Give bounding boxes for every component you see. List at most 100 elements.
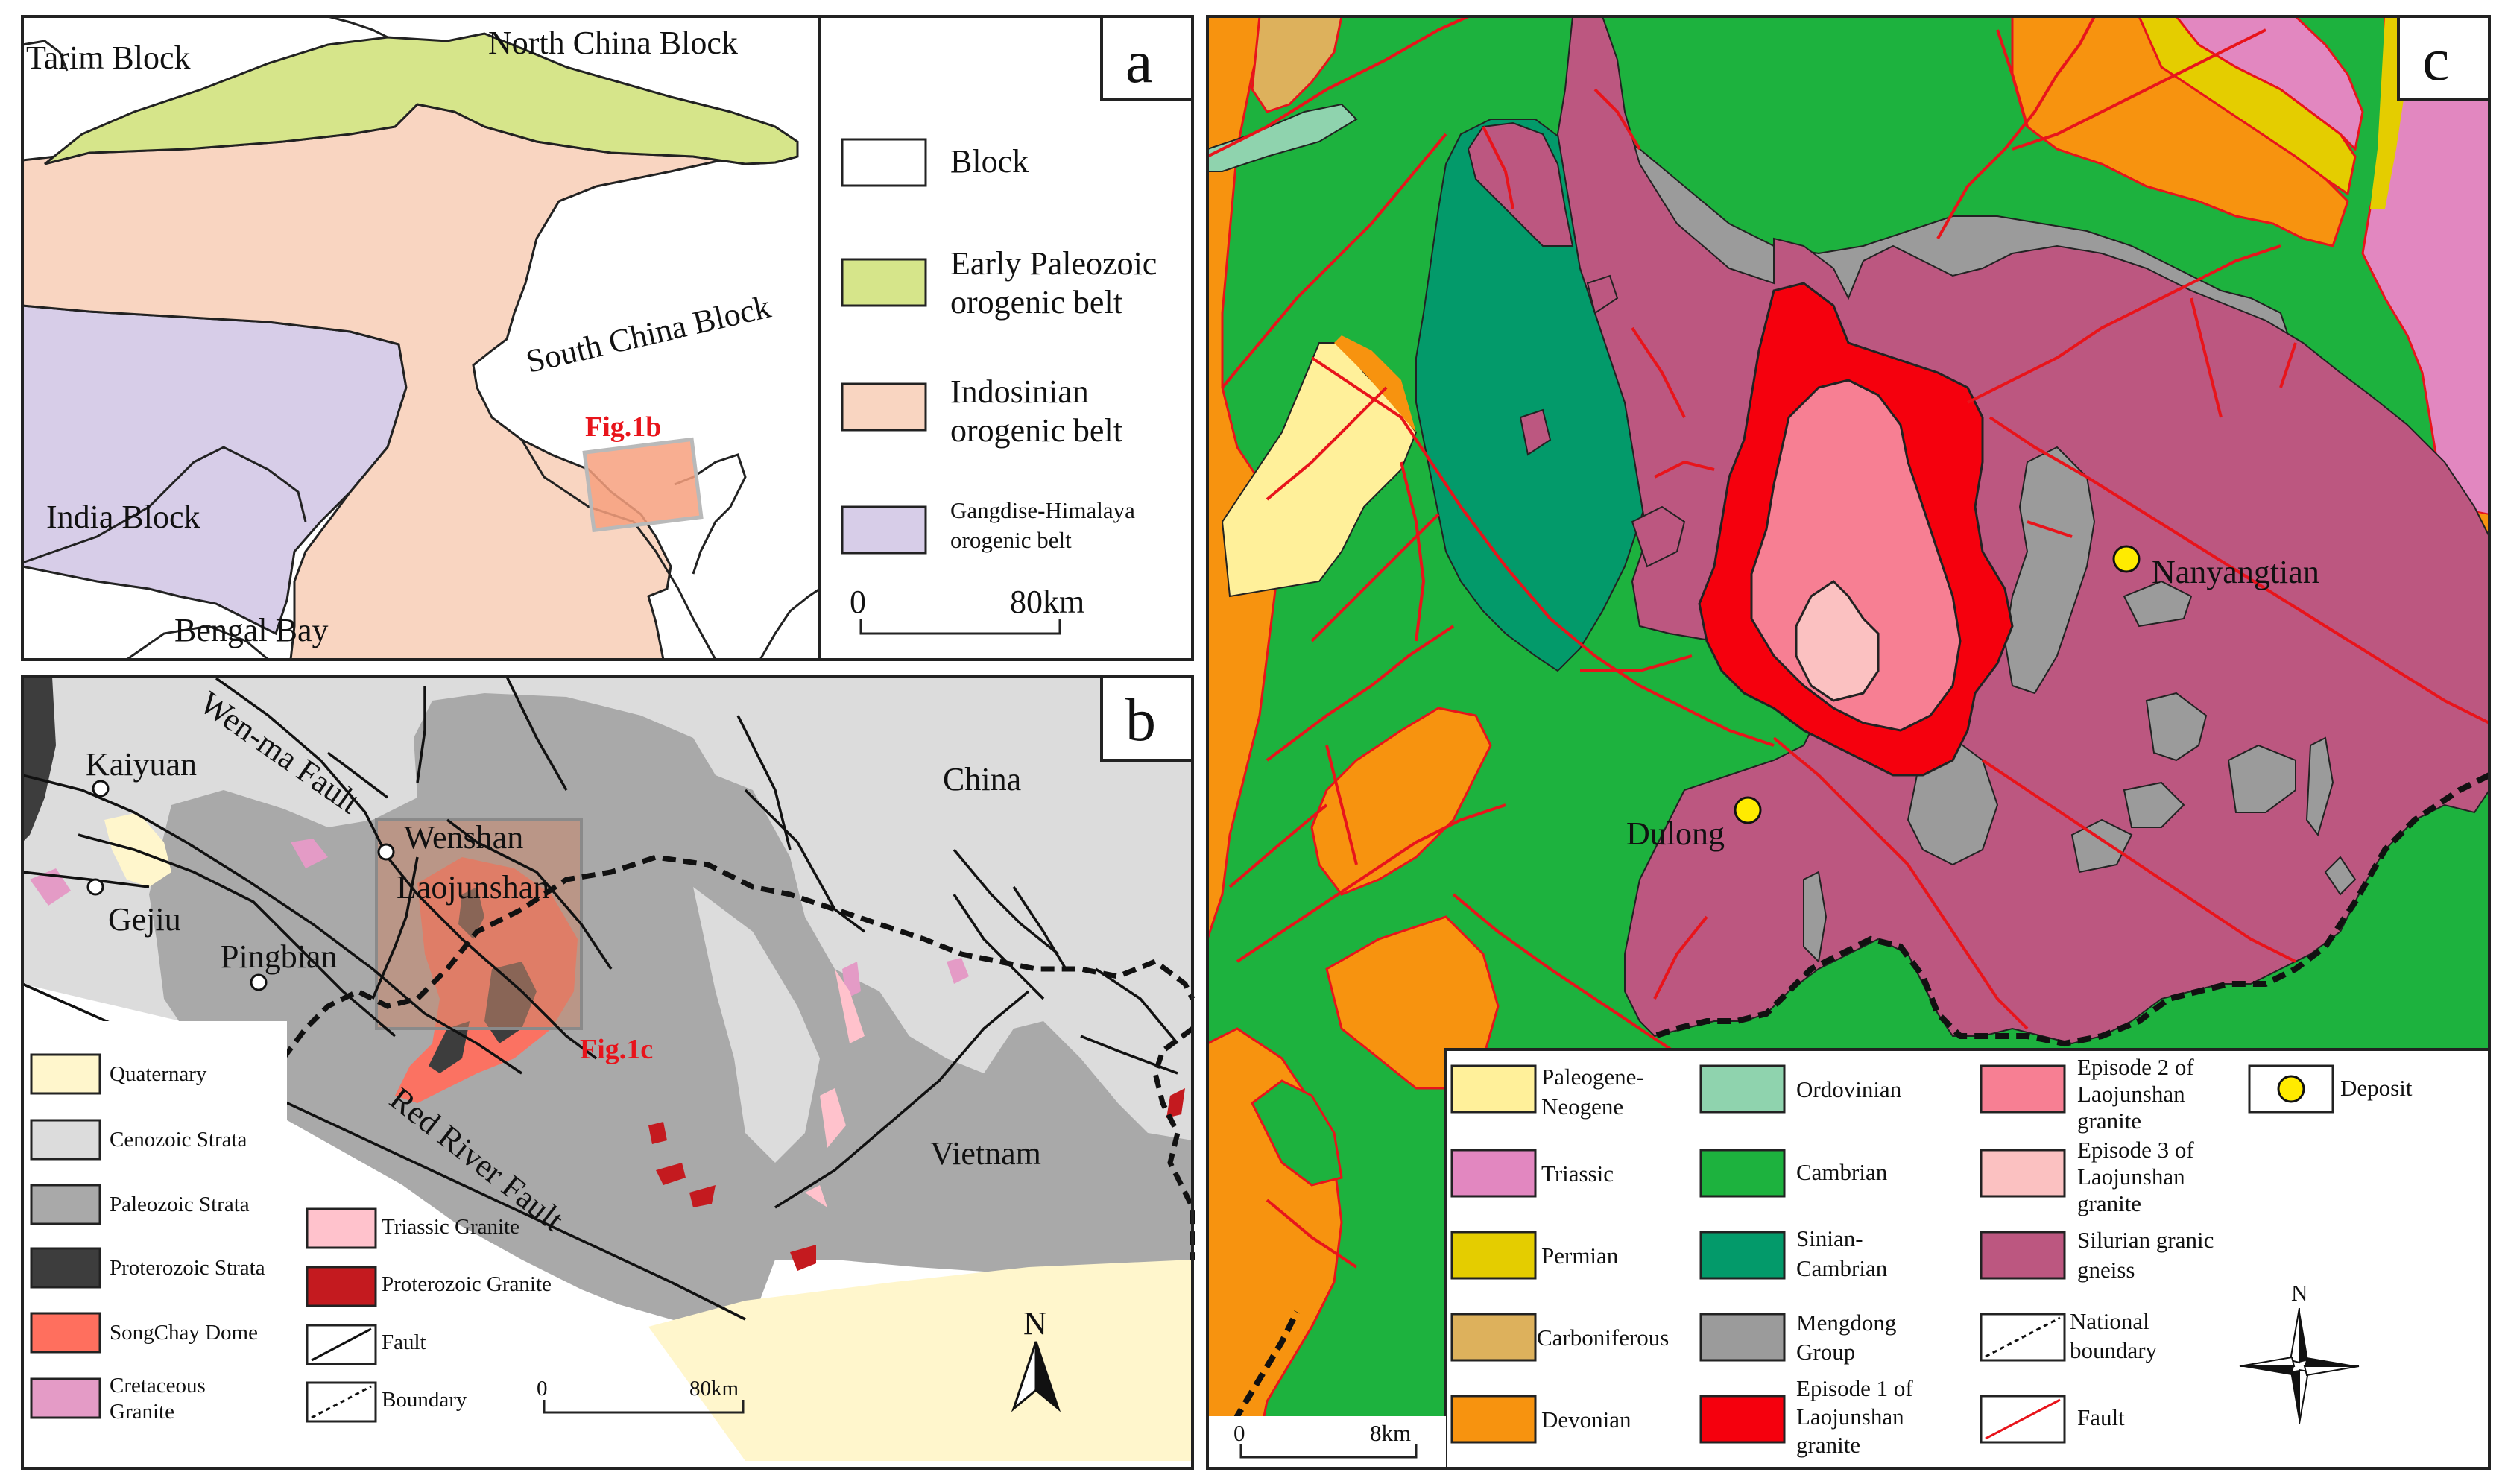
legend-label-cretaceous-2: Granite [110, 1400, 174, 1424]
legend-label-episode3-1: Episode 3 of [2077, 1137, 2194, 1163]
china-label: China [943, 761, 1021, 798]
pingbian-marker [250, 973, 268, 991]
cenozoic-strata-inlier [693, 887, 820, 1163]
city-markers [86, 780, 395, 991]
legend-swatch-silurian [1980, 1231, 2066, 1280]
north-label-b: N [1023, 1305, 1047, 1342]
legend-label-national-1: National [2070, 1308, 2149, 1334]
legend-label-proterozoic-granite: Proterozoic Granite [382, 1272, 552, 1296]
wenshan-label: Wenshan [404, 819, 523, 856]
legend-label-indosinian-1: Indosinian [950, 373, 1089, 410]
legend-label-national-2: boundary [2070, 1337, 2158, 1363]
legend-swatch-gangdise [841, 505, 927, 555]
panel-c-scale-bar [1239, 1444, 1418, 1459]
kaiyuan-label: Kaiyuan [86, 746, 197, 783]
north-arrow-b: N [1011, 1305, 1061, 1412]
legend-label-ordovinian: Ordovinian [1796, 1076, 1902, 1102]
panel-c-legend: Paleogene- Neogene Triassic Permian Carb… [1444, 1048, 2491, 1470]
legend-swatch-ordovinian [1699, 1064, 1786, 1114]
legend-label-episode2-1: Episode 2 of [2077, 1054, 2194, 1080]
legend-swatch-block [841, 138, 927, 187]
legend-label-sinian-1: Sinian- [1796, 1225, 1863, 1251]
legend-label-gangdise-1: Gangdise-Himalaya [950, 497, 1135, 523]
legend-swatch-cenozoic [30, 1119, 101, 1161]
legend-label-indosinian-2: orogenic belt [950, 412, 1122, 449]
nanyangtian-deposit [2112, 545, 2141, 573]
panel-c-letter: c [2422, 25, 2449, 93]
legend-label-early-paleozoic-1: Early Paleozoic [950, 245, 1157, 282]
legend-swatch-episode2 [1980, 1064, 2066, 1114]
legend-label-paleogene-1: Paleogene- [1541, 1064, 1644, 1090]
panel-a-legend: Block Early Paleozoic orogenic belt Indo… [841, 138, 1157, 635]
fig1b-location-box [582, 437, 704, 533]
panel-a-scale-end: 80km [1010, 584, 1084, 620]
legend-swatch-paleogene [1450, 1064, 1537, 1114]
fig1c-location-box [375, 818, 583, 1030]
legend-label-block: Block [950, 143, 1029, 180]
legend-swatch-cretaceous [30, 1377, 101, 1419]
fig1c-label: Fig.1c [580, 1034, 653, 1065]
block-boundaries [22, 15, 821, 661]
devonian-central [1310, 707, 1492, 896]
legend-swatch-episode1 [1699, 1395, 1786, 1444]
legend-swatch-songchay [30, 1312, 101, 1354]
panel-c: Nanyangtian Dulong Paleogene- Neogene Tr… [1206, 15, 2491, 1470]
legend-label-silurian-2: gneiss [2077, 1257, 2135, 1283]
legend-label-silurian-1: Silurian granic [2077, 1227, 2214, 1253]
legend-label-cambrian: Cambrian [1796, 1159, 1888, 1185]
mengdong-inliers [2003, 446, 2357, 896]
legend-label-carboniferous: Carboniferous [1537, 1324, 1669, 1351]
faults-c [1207, 15, 2490, 1269]
panel-a-letter-box [1100, 15, 1194, 101]
quaternary-gejiu [104, 812, 171, 887]
legend-label-deposit: Deposit [2340, 1075, 2413, 1101]
national-boundary-c [1653, 772, 2491, 1047]
panel-b-frame [21, 675, 1194, 1470]
legend-label-paleogene-2: Neogene [1541, 1093, 1623, 1120]
legend-label-gangdise-2: orogenic belt [950, 527, 1072, 553]
carboniferous-body [1251, 15, 1343, 113]
wenshan-marker [377, 843, 395, 861]
laojunshan-episode-3 [1795, 580, 1880, 702]
legend-label-triassic: Triassic [1541, 1161, 1614, 1187]
legend-swatch-quaternary [30, 1053, 101, 1095]
legend-swatch-early-paleozoic [841, 258, 927, 307]
legend-swatch-episode3 [1980, 1149, 2066, 1198]
legend-swatch-proterozoic-granite [306, 1266, 377, 1307]
proterozoic-strata-west [22, 677, 56, 842]
legend-label-boundary: Boundary [382, 1388, 467, 1412]
legend-swatch-sinian-cambrian [1699, 1231, 1786, 1280]
faults-b [22, 676, 1179, 1209]
legend-swatch-paleozoic [30, 1184, 101, 1225]
legend-swatch-mengdong [1699, 1313, 1786, 1362]
legend-swatch-proterozoic-strata [30, 1247, 101, 1289]
panel-b-scale-end: 80km [689, 1377, 739, 1401]
legend-label-episode1-1: Episode 1 of [1796, 1375, 1913, 1401]
legend-label-early-paleozoic-2: orogenic belt [950, 284, 1122, 321]
legend-swatch-carboniferous [1450, 1313, 1537, 1362]
legend-label-episode3-2: Laojunshan [2077, 1163, 2185, 1190]
legend-label-triassic-granite: Triassic Granite [382, 1215, 519, 1239]
kaiyuan-marker [92, 780, 110, 798]
legend-label-songchay: SongChay Dome [110, 1321, 258, 1345]
panel-a-letter: a [1125, 28, 1152, 95]
legend-swatch-indosinian [841, 382, 927, 432]
panel-b: Kaiyuan Gejiu Pingbian Wenshan Laojunsha… [21, 675, 1195, 1470]
legend-label-mengdong-1: Mengdong [1796, 1310, 1896, 1336]
pingbian-label: Pingbian [221, 938, 337, 975]
legend-label-cretaceous-1: Cretaceous [110, 1374, 206, 1398]
fig1b-label: Fig.1b [585, 411, 661, 443]
legend-swatch-triassic [1450, 1149, 1537, 1198]
legend-label-permian: Permian [1541, 1243, 1619, 1269]
panel-a-scale-bar [859, 619, 1061, 635]
legend-label-sinian-2: Cambrian [1796, 1255, 1888, 1281]
panel-c-scale-end: 8km [1370, 1420, 1411, 1446]
north-china-block-label: North China Block [488, 25, 738, 61]
legend-swatch-cambrian [1699, 1149, 1786, 1198]
legend-label-paleozoic: Paleozoic Strata [110, 1193, 250, 1216]
north-arrow-c: N [2239, 1280, 2360, 1424]
legend-swatch-permian [1450, 1231, 1537, 1280]
gejiu-label: Gejiu [108, 901, 181, 938]
panel-c-frame [1206, 15, 2491, 1470]
